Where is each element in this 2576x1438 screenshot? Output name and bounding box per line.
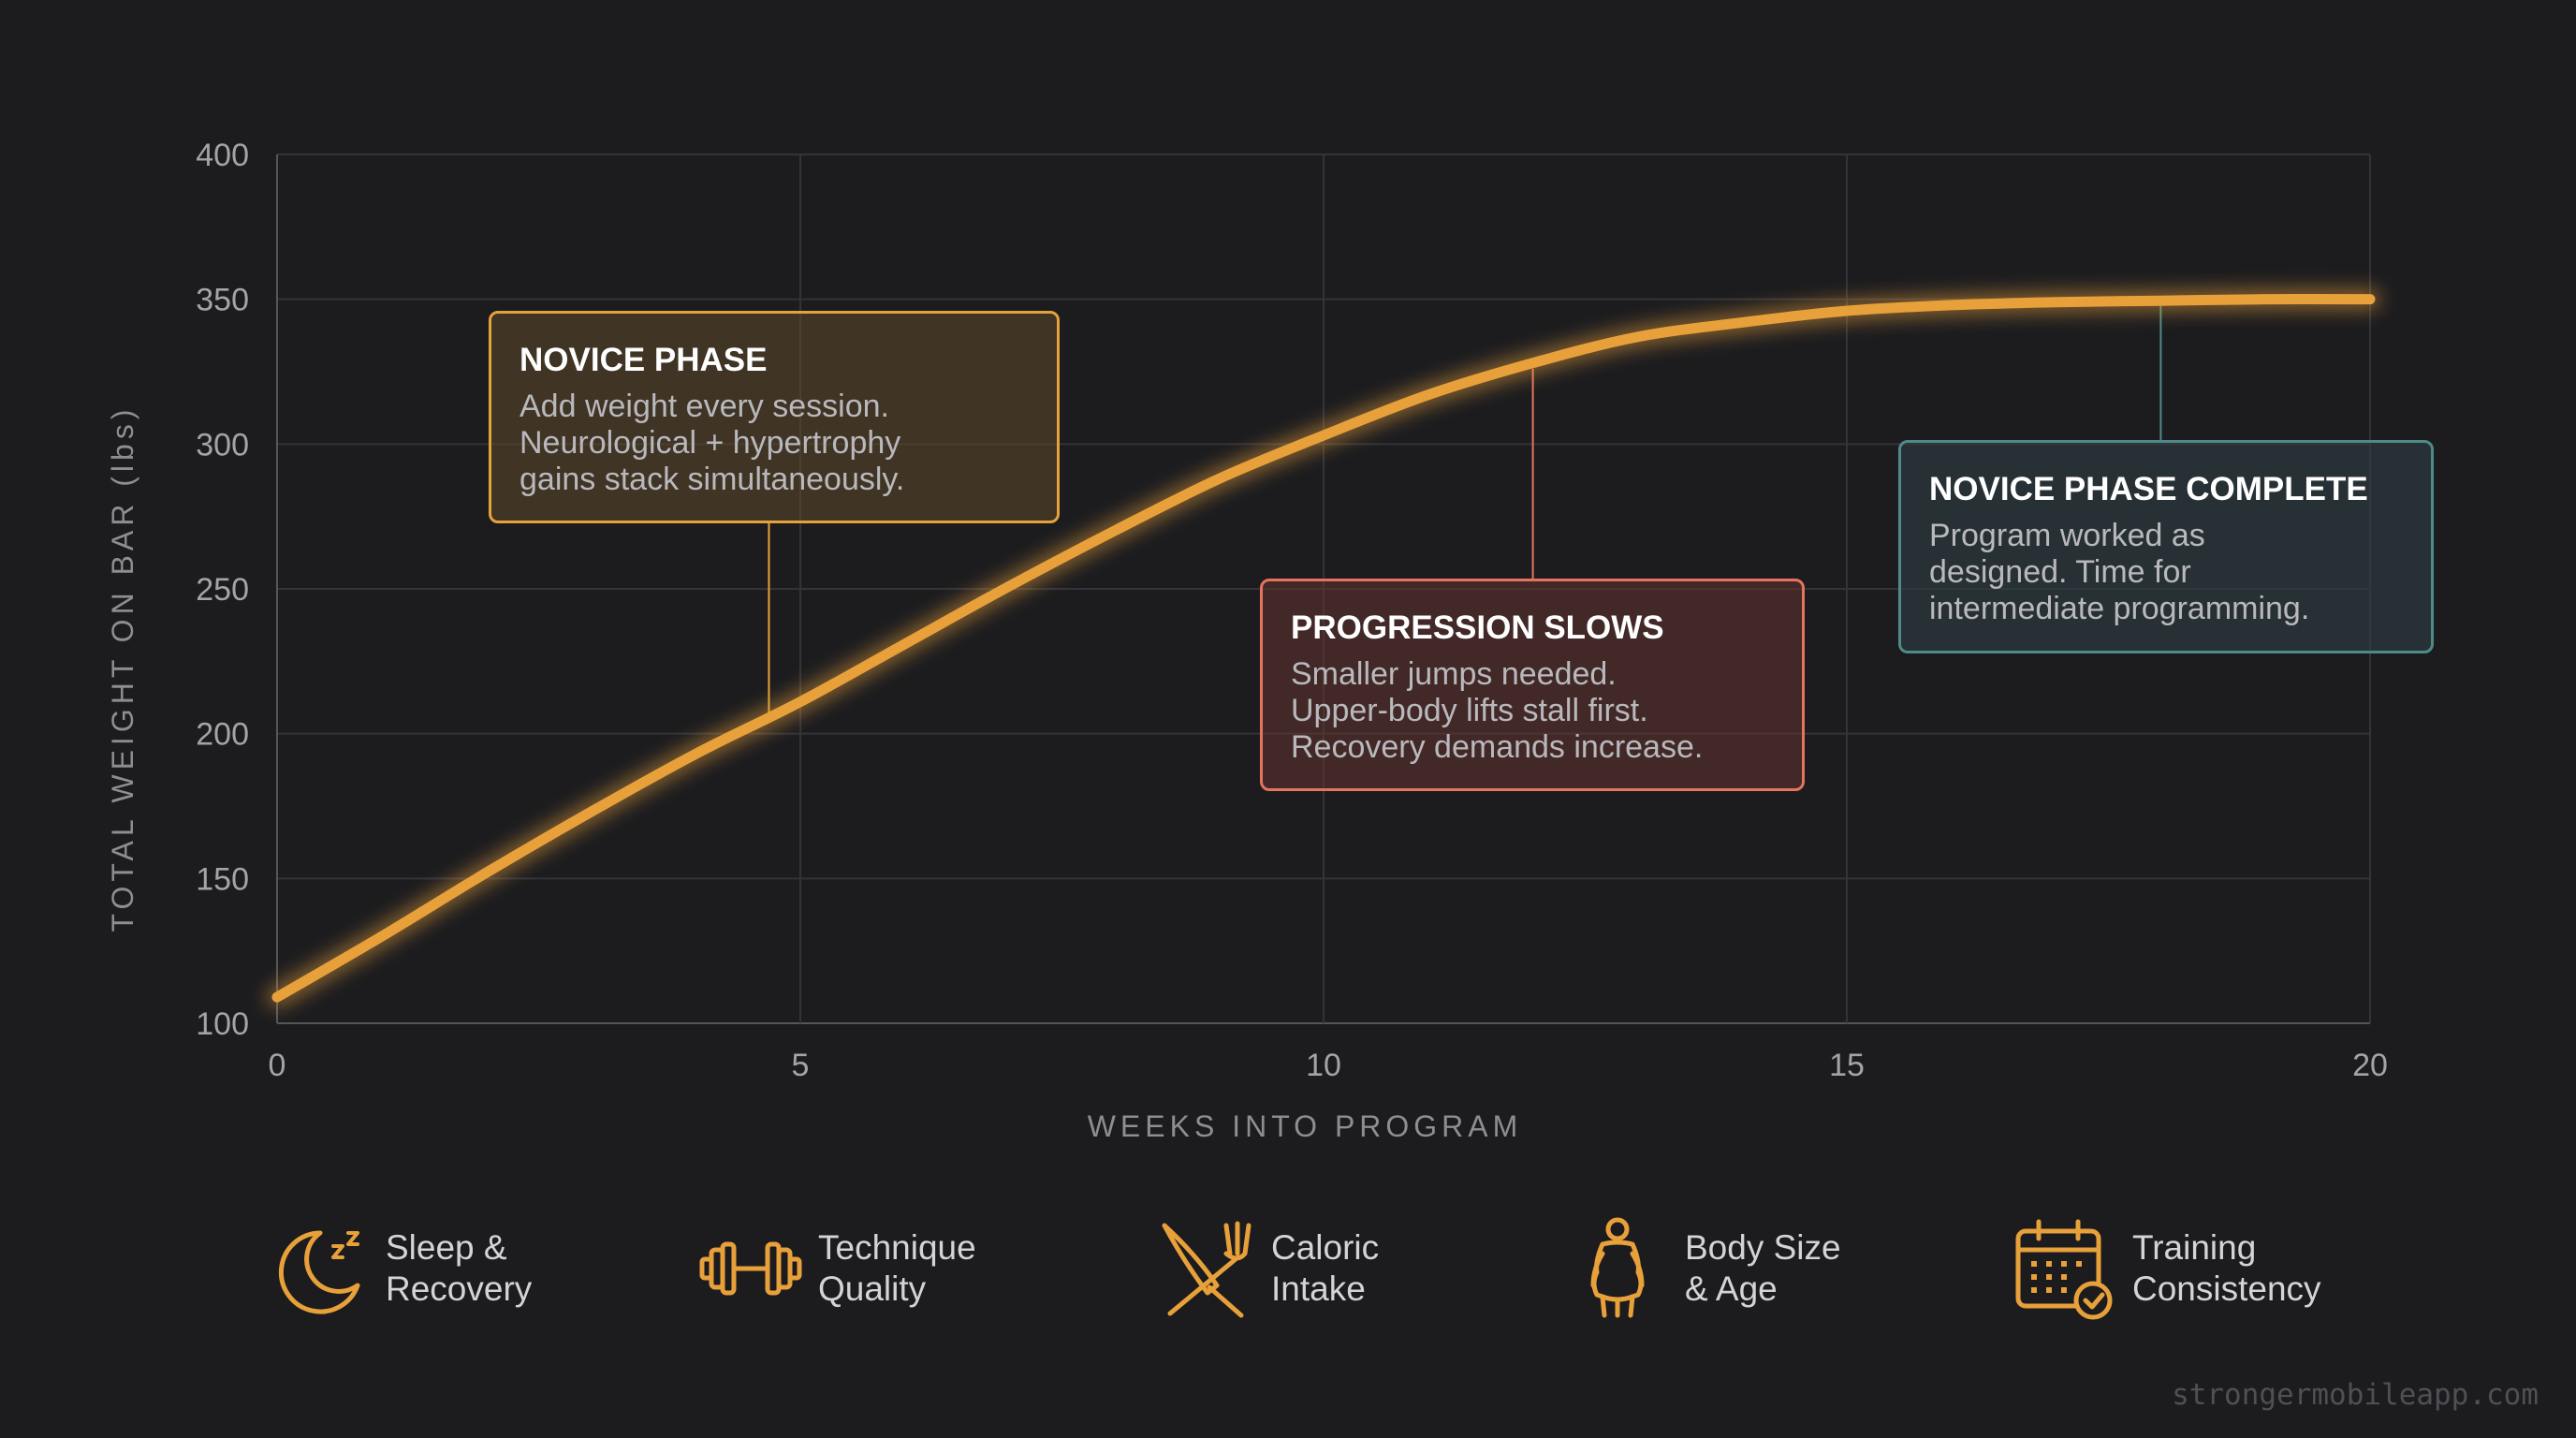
callout-novice-phase-complete: NOVICE PHASE COMPLETE Program worked as …: [1898, 440, 2434, 653]
x-tick-label: 10: [1306, 1048, 1341, 1083]
tick-labels: 100 150 200 250 300 350 400 0 5 10 15 20: [196, 138, 2388, 1083]
x-tick-label: 20: [2352, 1048, 2388, 1083]
y-tick-label: 400: [196, 138, 249, 173]
callout-connectors: [768, 301, 2162, 723]
factor-label: Technique: [818, 1228, 976, 1267]
dumbbell-icon: [699, 1241, 802, 1296]
person-body-icon: [1590, 1217, 1645, 1318]
callout-line: Neurological + hypertrophy: [520, 425, 901, 461]
factor-label: & Age: [1685, 1269, 1778, 1308]
y-tick-label: 150: [196, 861, 249, 897]
factor-label: Caloric: [1271, 1228, 1380, 1267]
callout-line: Upper-body lifts stall first.: [1291, 693, 1648, 728]
callout-line: Smaller jumps needed.: [1291, 656, 1617, 692]
callout-line: Add weight every session.: [520, 389, 889, 424]
x-tick-label: 15: [1829, 1048, 1865, 1083]
watermark: strongermobileapp.com: [2172, 1378, 2539, 1412]
series-line: [271, 294, 2376, 1003]
factor-label: Quality: [818, 1269, 927, 1308]
factor-label: Consistency: [2132, 1269, 2321, 1308]
factor-label: Body Size: [1685, 1228, 1841, 1267]
y-tick-label: 100: [196, 1006, 249, 1042]
factor-body-size-age: Body Size & Age: [1565, 1208, 1841, 1329]
y-axis-title: TOTAL WEIGHT ON BAR (lbs): [106, 405, 139, 932]
x-tick-label: 0: [269, 1048, 286, 1083]
series-group: [267, 288, 2380, 1008]
callout-novice-phase: NOVICE PHASE Add weight every session. N…: [489, 311, 1060, 523]
callout-title: NOVICE PHASE COMPLETE: [1929, 471, 2368, 507]
callout-line: Recovery demands increase.: [1291, 729, 1704, 765]
factor-label: Sleep &: [386, 1228, 507, 1267]
factor-sleep-recovery: Sleep & Recovery: [266, 1208, 532, 1329]
callout-title: NOVICE PHASE: [520, 342, 768, 378]
callout-line: gains stack simultaneously.: [520, 462, 905, 497]
callout-line: Program worked as: [1929, 518, 2205, 553]
y-tick-label: 350: [196, 283, 249, 318]
x-axis-title: WEEKS INTO PROGRAM: [1088, 1109, 1523, 1143]
fork-knife-icon: [1162, 1221, 1251, 1318]
factor-technique-quality: Technique Quality: [698, 1208, 976, 1329]
factor-label: Training: [2132, 1228, 2257, 1267]
callout-line: intermediate programming.: [1929, 591, 2310, 626]
factor-label: Recovery: [386, 1269, 533, 1308]
x-tick-label: 5: [792, 1048, 810, 1083]
y-tick-label: 200: [196, 717, 249, 753]
callout-title: PROGRESSION SLOWS: [1291, 609, 1664, 646]
factor-training-consistency: Training Consistency: [2012, 1208, 2321, 1329]
moon-sleep-icon: [278, 1230, 360, 1314]
y-tick-label: 250: [196, 572, 249, 608]
callout-progression-slows: PROGRESSION SLOWS Smaller jumps needed. …: [1260, 579, 1805, 791]
calendar-check-icon: [2015, 1219, 2113, 1320]
factor-caloric-intake: Caloric Intake: [1151, 1208, 1379, 1329]
factor-label: Intake: [1271, 1269, 1366, 1308]
callout-line: designed. Time for: [1929, 554, 2191, 590]
y-tick-label: 300: [196, 427, 249, 462]
